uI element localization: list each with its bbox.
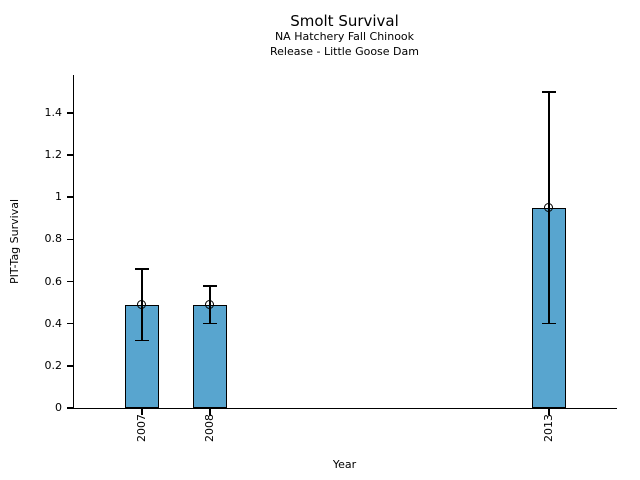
chart-subtitle-stock: NA Hatchery Fall Chinook	[274, 30, 415, 43]
x-tick-label: 2013	[542, 414, 556, 442]
y-tick-mark	[66, 322, 73, 325]
bar-2008	[192, 304, 227, 408]
y-tick-mark	[66, 112, 73, 114]
plot-area: 0 0.2 0.4 0.6 0.8 1 1.2 1.4 2007 2008 2013	[45, 75, 617, 442]
x-tick-label: 2008	[202, 414, 216, 442]
chart-subtitle-release: Release - Little Goose Dam	[270, 45, 419, 58]
point-marker-2008	[205, 300, 215, 310]
y-tick-label: 1	[55, 190, 62, 204]
error-cap-bottom	[134, 339, 149, 342]
error-cap-bottom	[202, 322, 217, 325]
y-tick-label: 0.4	[44, 316, 63, 330]
point-marker-2007	[137, 300, 147, 310]
y-tick-label: 1.2	[44, 148, 63, 162]
y-tick-mark	[66, 407, 73, 409]
y-tick-mark	[66, 154, 73, 156]
x-tick-label: 2007	[134, 414, 148, 442]
x-axis-label: Year	[332, 458, 357, 471]
x-tick-mark	[141, 408, 143, 415]
y-tick-mark	[66, 280, 73, 283]
error-cap-top	[202, 285, 217, 287]
error-cap-top	[542, 91, 557, 93]
y-tick-mark	[66, 238, 73, 241]
y-tick-mark	[66, 365, 73, 367]
y-tick-label: 0.6	[44, 274, 63, 288]
chart-title: Smolt Survival	[290, 12, 399, 30]
y-tick-label: 1.4	[44, 105, 63, 119]
y-tick-label: 0.2	[44, 358, 63, 372]
error-cap-top	[134, 268, 149, 270]
y-tick-label: 0	[55, 401, 62, 414]
x-tick-mark	[209, 408, 211, 415]
y-tick-label: 0.8	[44, 232, 63, 246]
x-tick-mark	[548, 408, 550, 415]
error-cap-bottom	[542, 322, 557, 325]
point-marker-2013	[544, 203, 554, 213]
y-tick-mark	[66, 196, 73, 198]
